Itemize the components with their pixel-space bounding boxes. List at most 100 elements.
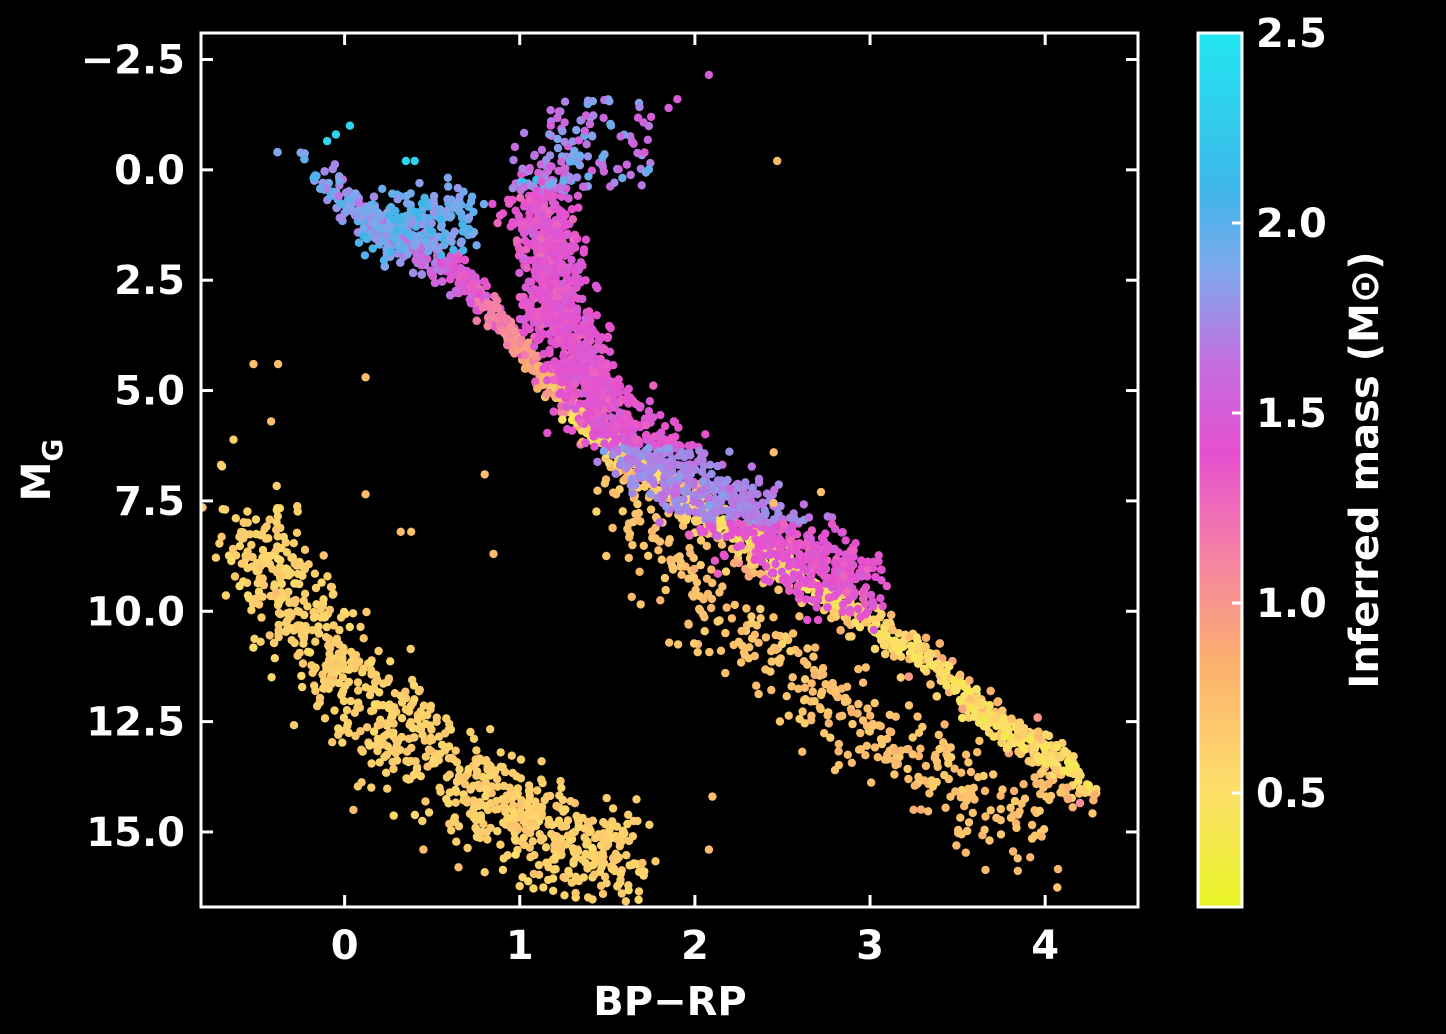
data-point [282,548,292,557]
data-point [684,619,693,628]
data-point [569,859,578,868]
data-point [602,842,611,851]
data-point [870,698,879,708]
data-point [1038,767,1047,776]
data-point [482,281,491,291]
data-point [1019,780,1028,789]
data-point [311,583,321,593]
data-point [462,795,472,804]
data-point [264,534,273,543]
data-point [1012,823,1021,833]
data-point [375,720,385,729]
data-point [588,895,597,904]
data-point [447,826,456,835]
data-point [854,699,863,709]
data-point [904,672,913,681]
data-point [265,515,274,524]
data-point [882,618,891,628]
data-point [882,734,892,744]
data-point [961,750,971,759]
data-point [767,685,776,695]
data-point [300,564,309,574]
data-point [475,798,485,807]
data-point [576,920,584,928]
data-point [588,851,597,861]
data-point [231,551,241,560]
data-point [644,551,653,560]
data-point [389,811,398,820]
data-point [436,787,445,796]
data-point [460,255,470,265]
data-point [273,148,282,157]
data-point [305,648,315,657]
data-point [423,711,432,720]
data-point [525,795,534,804]
data-point [1007,714,1016,723]
data-point [1013,866,1022,876]
data-point [375,688,384,697]
data-point [493,827,502,836]
data-point [661,585,670,595]
data-point [795,612,804,621]
data-point [320,676,329,686]
data-point [742,604,751,613]
data-point [991,713,1001,722]
data-point [409,681,419,690]
data-point [914,772,923,782]
data-point [476,830,485,839]
data-point [788,629,798,638]
data-point [524,877,533,886]
data-point [774,585,783,594]
data-point [692,578,702,587]
data-point [313,701,322,711]
data-point [590,870,599,879]
data-point [445,788,454,797]
data-point [426,701,436,710]
data-point [598,889,608,899]
data-point [877,610,886,619]
data-point [1013,854,1022,863]
data-point [370,700,379,709]
data-point [707,565,716,574]
data-point [654,546,663,555]
data-point [660,573,670,583]
data-point [556,834,565,843]
data-point [689,553,698,563]
data-point [510,142,520,152]
data-point [905,632,914,641]
data-point [366,658,375,667]
data-point [291,595,300,605]
data-point [557,783,566,792]
data-point [896,673,905,682]
data-point [496,748,505,757]
data-point [432,713,441,722]
data-point [594,910,602,918]
data-point [571,872,581,881]
data-point [382,751,391,760]
data-point [442,794,451,804]
data-point [299,639,308,648]
data-point [427,735,436,745]
data-point [273,504,282,513]
data-point [798,747,807,756]
data-point [309,173,318,183]
data-point [309,613,319,622]
data-point [558,415,567,424]
data-point [633,515,642,524]
data-point [1068,803,1077,812]
data-point [717,540,727,549]
data-point [629,859,638,868]
data-point [1053,864,1063,874]
data-point [275,596,284,606]
data-point [620,829,629,838]
data-point [365,741,374,750]
data-point [645,820,654,829]
data-point [721,668,730,678]
data-point [800,675,810,684]
data-point [470,802,479,811]
data-point [520,364,530,373]
data-point [568,829,577,838]
data-point [926,680,935,689]
data-point [388,712,397,721]
data-point [748,634,757,643]
